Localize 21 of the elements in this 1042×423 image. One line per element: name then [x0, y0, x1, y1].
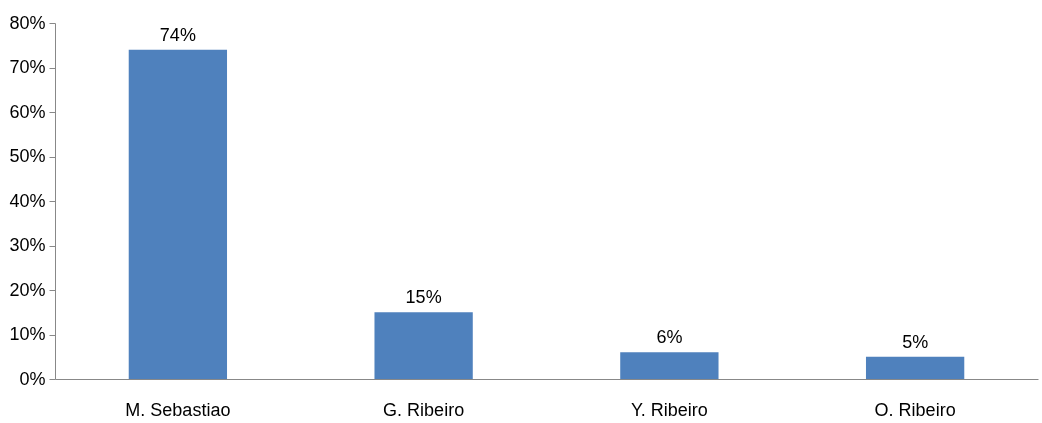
- x-tick-label: M. Sebastiao: [125, 399, 231, 420]
- y-tick-label: 60%: [9, 101, 46, 122]
- data-label: 5%: [902, 331, 929, 352]
- bar: [865, 356, 965, 379]
- data-label: 6%: [656, 327, 683, 348]
- bar: [374, 312, 473, 379]
- x-tick-label: O. Ribeiro: [874, 399, 956, 420]
- y-tick-label: 70%: [9, 57, 46, 77]
- y-tick-label: 20%: [9, 279, 46, 300]
- bar: [128, 49, 228, 379]
- data-label: 15%: [405, 287, 442, 308]
- y-tick-label: 30%: [9, 235, 46, 255]
- y-tick-label: 50%: [9, 146, 46, 166]
- bar: [620, 352, 719, 379]
- y-tick-label: 40%: [9, 190, 46, 211]
- x-tick-label: G. Ribeiro: [383, 399, 465, 420]
- y-tick-label: 0%: [19, 368, 46, 389]
- data-label: 74%: [159, 24, 196, 45]
- y-tick-label: 10%: [9, 324, 46, 344]
- x-tick-label: Y. Ribeiro: [631, 399, 708, 420]
- y-tick-label: 80%: [9, 12, 46, 33]
